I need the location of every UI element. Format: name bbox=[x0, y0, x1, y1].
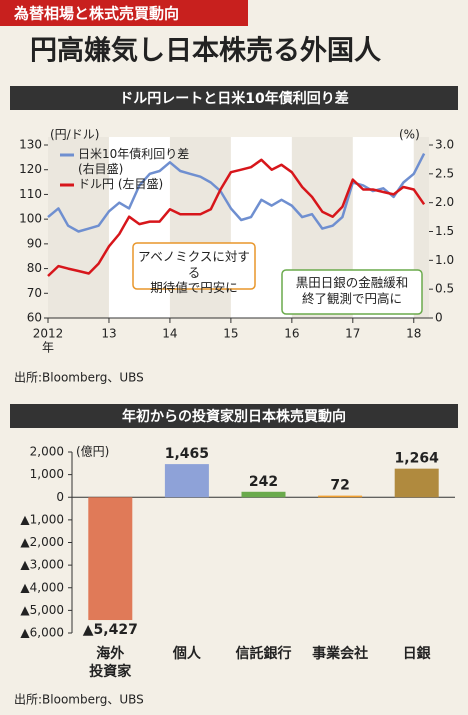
x-tick-label: 15 bbox=[223, 327, 238, 341]
x-tick-label: 海外 投資家 bbox=[89, 646, 132, 680]
y-tick-label: 80 bbox=[27, 261, 42, 275]
x-tick-label: 17 bbox=[345, 327, 360, 341]
y2-tick-label: 2.0 bbox=[435, 195, 454, 209]
legend-label: ドル円 (左目盛) bbox=[78, 177, 164, 191]
y-tick-label: 1,000 bbox=[30, 467, 64, 481]
value-label: 1,465 bbox=[165, 446, 209, 462]
x-tick-label: 信託銀行 bbox=[235, 646, 292, 662]
series-line bbox=[47, 158, 426, 277]
bar bbox=[241, 491, 286, 498]
bar bbox=[88, 497, 133, 621]
y2-tick-label: 1.0 bbox=[435, 253, 454, 267]
value-label: 72 bbox=[330, 478, 349, 494]
y2-tick-label: 0.5 bbox=[435, 282, 454, 296]
x-tick-label: 18 bbox=[406, 327, 421, 341]
x-axis-unit: 年 bbox=[42, 341, 54, 355]
y-tick-label: 100 bbox=[19, 212, 42, 226]
source: 出所:Bloomberg、UBS bbox=[14, 371, 144, 385]
y-tick-label: 130 bbox=[19, 138, 42, 152]
value-label: 1,264 bbox=[395, 451, 440, 467]
y-tick-label: ▲1,000 bbox=[20, 512, 64, 526]
y2-axis-label: (%) bbox=[399, 128, 420, 142]
tag-box bbox=[0, 0, 248, 26]
x-tick-label: 13 bbox=[101, 327, 116, 341]
y-axis-label: (円/ドル) bbox=[50, 128, 99, 142]
section-title: ドル円レートと日米10年債利回り差 bbox=[119, 90, 348, 107]
y-tick-label: ▲3,000 bbox=[20, 558, 64, 572]
bar bbox=[394, 468, 439, 498]
y-tick-label: ▲5,000 bbox=[20, 603, 64, 617]
page-title: 円高嫌気し日本株売る外国人 bbox=[30, 35, 381, 67]
y2-tick-label: 3.0 bbox=[435, 138, 454, 152]
annotation-box bbox=[281, 269, 423, 315]
source: 出所:Bloomberg、UBS bbox=[14, 693, 144, 707]
y2-tick-label: 0 bbox=[435, 311, 443, 325]
bar bbox=[164, 464, 209, 498]
series-line bbox=[47, 153, 426, 233]
y-tick-label: 90 bbox=[27, 236, 42, 250]
value-label: ▲5,427 bbox=[83, 622, 138, 638]
value-label: 242 bbox=[249, 474, 278, 490]
y-tick-label: ▲6,000 bbox=[20, 626, 64, 640]
y-tick-label: ▲4,000 bbox=[20, 580, 64, 594]
y-axis-label: (億円) bbox=[76, 445, 109, 459]
annotation: 黒田日銀の金融緩和 終了観測で円高に bbox=[295, 275, 409, 306]
bar bbox=[318, 495, 363, 498]
y-tick-label: 120 bbox=[19, 162, 42, 176]
y2-tick-label: 1.5 bbox=[435, 224, 454, 238]
y-tick-label: 2,000 bbox=[30, 445, 64, 459]
y2-tick-label: 2.5 bbox=[435, 166, 454, 180]
x-tick-label: 個人 bbox=[172, 646, 201, 662]
y-tick-label: ▲2,000 bbox=[20, 535, 64, 549]
x-tick-label: 14 bbox=[162, 327, 177, 341]
y-tick-label: 70 bbox=[27, 286, 42, 300]
annotation: アベノミクスに対する 期待値で円安に bbox=[138, 249, 250, 296]
y-tick-label: 60 bbox=[27, 311, 42, 325]
y-tick-label: 110 bbox=[19, 187, 42, 201]
section-bar bbox=[10, 404, 458, 428]
x-tick-label: 事業会社 bbox=[312, 646, 369, 662]
annotation-box bbox=[132, 242, 256, 290]
y-tick-label: 0 bbox=[56, 490, 64, 504]
x-tick-label: 16 bbox=[284, 327, 299, 341]
section-bar bbox=[10, 86, 458, 110]
tag: 為替相場と株式売買動向 bbox=[13, 5, 179, 23]
legend-label: 日米10年債利回り差 (右目盛) bbox=[78, 147, 190, 176]
x-tick-label: 日銀 bbox=[402, 646, 431, 662]
section-title: 年初からの投資家別日本株売買動向 bbox=[122, 408, 346, 425]
x-tick-label: 2012 bbox=[33, 327, 64, 341]
